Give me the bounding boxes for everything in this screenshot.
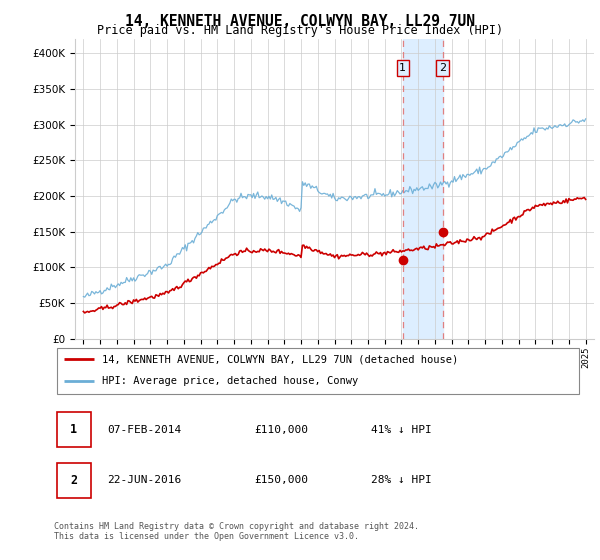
Text: 07-FEB-2014: 07-FEB-2014 <box>107 425 181 435</box>
FancyBboxPatch shape <box>56 348 580 394</box>
Text: 41% ↓ HPI: 41% ↓ HPI <box>371 425 431 435</box>
FancyBboxPatch shape <box>56 463 91 498</box>
Text: £110,000: £110,000 <box>254 425 308 435</box>
Text: 1: 1 <box>400 63 406 73</box>
Bar <box>403 39 443 339</box>
Text: 2: 2 <box>70 474 77 487</box>
Text: £150,000: £150,000 <box>254 475 308 485</box>
FancyBboxPatch shape <box>56 412 91 447</box>
Text: 1: 1 <box>70 423 77 436</box>
Text: 14, KENNETH AVENUE, COLWYN BAY, LL29 7UN (detached house): 14, KENNETH AVENUE, COLWYN BAY, LL29 7UN… <box>101 354 458 364</box>
Text: Price paid vs. HM Land Registry's House Price Index (HPI): Price paid vs. HM Land Registry's House … <box>97 24 503 37</box>
Text: 2: 2 <box>439 63 446 73</box>
Text: 28% ↓ HPI: 28% ↓ HPI <box>371 475 431 485</box>
Text: HPI: Average price, detached house, Conwy: HPI: Average price, detached house, Conw… <box>101 376 358 386</box>
Text: 22-JUN-2016: 22-JUN-2016 <box>107 475 181 485</box>
Text: Contains HM Land Registry data © Crown copyright and database right 2024.
This d: Contains HM Land Registry data © Crown c… <box>54 522 419 542</box>
Text: 14, KENNETH AVENUE, COLWYN BAY, LL29 7UN: 14, KENNETH AVENUE, COLWYN BAY, LL29 7UN <box>125 14 475 29</box>
